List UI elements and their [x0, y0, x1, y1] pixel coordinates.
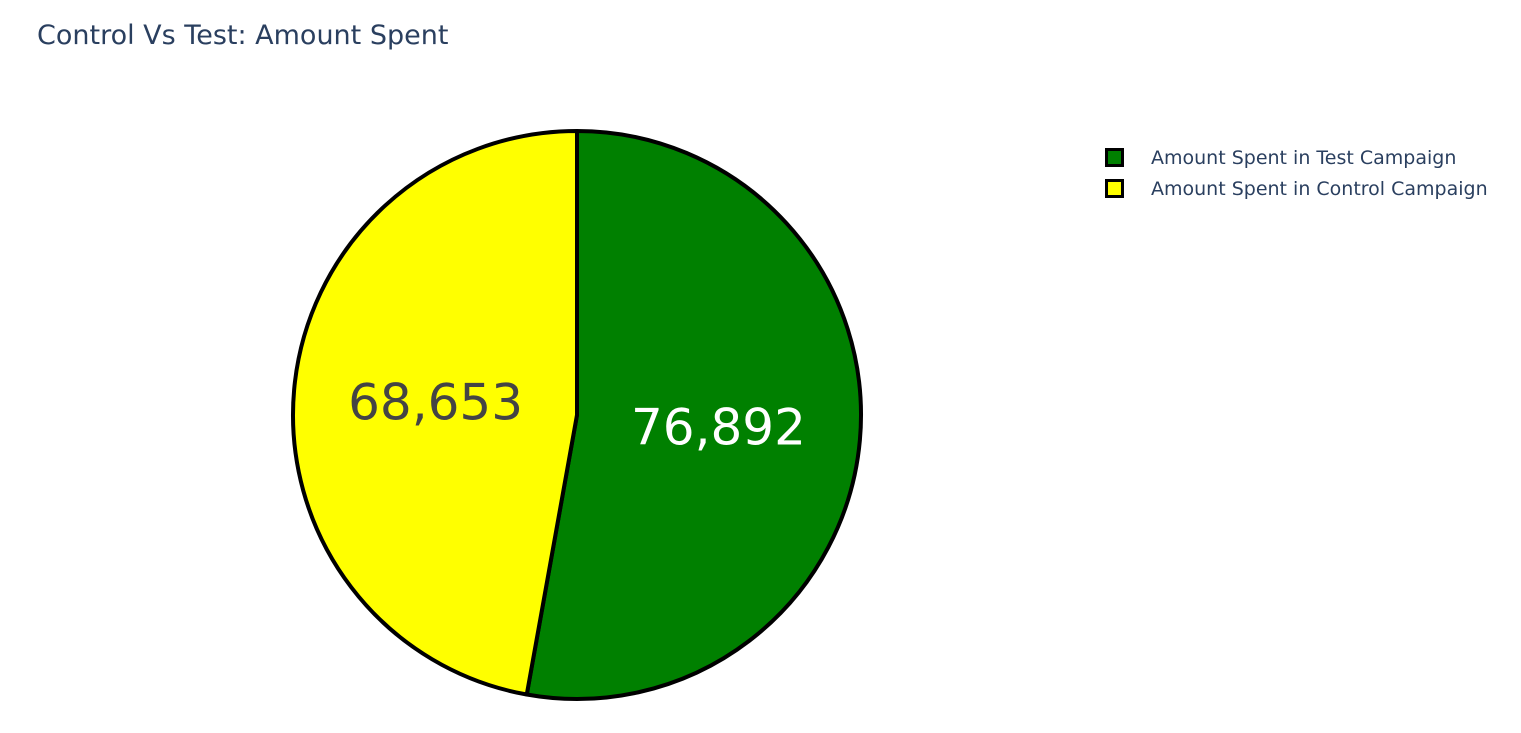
pie-label-control: 68,653	[348, 373, 523, 431]
legend-item-test[interactable]: Amount Spent in Test Campaign	[1105, 142, 1488, 173]
legend-label-control: Amount Spent in Control Campaign	[1151, 177, 1488, 200]
pie-label-test: 76,892	[631, 399, 806, 457]
legend-swatch-test	[1105, 148, 1124, 167]
pie-slice-test[interactable]	[524, 129, 863, 701]
legend-item-control[interactable]: Amount Spent in Control Campaign	[1105, 173, 1488, 204]
legend-label-test: Amount Spent in Test Campaign	[1151, 146, 1457, 169]
pie-slice-control[interactable]	[291, 129, 579, 697]
legend-swatch-control	[1105, 179, 1124, 198]
chart-title: Control Vs Test: Amount Spent	[37, 20, 449, 51]
legend[interactable]: Amount Spent in Test Campaign Amount Spe…	[1105, 142, 1488, 204]
